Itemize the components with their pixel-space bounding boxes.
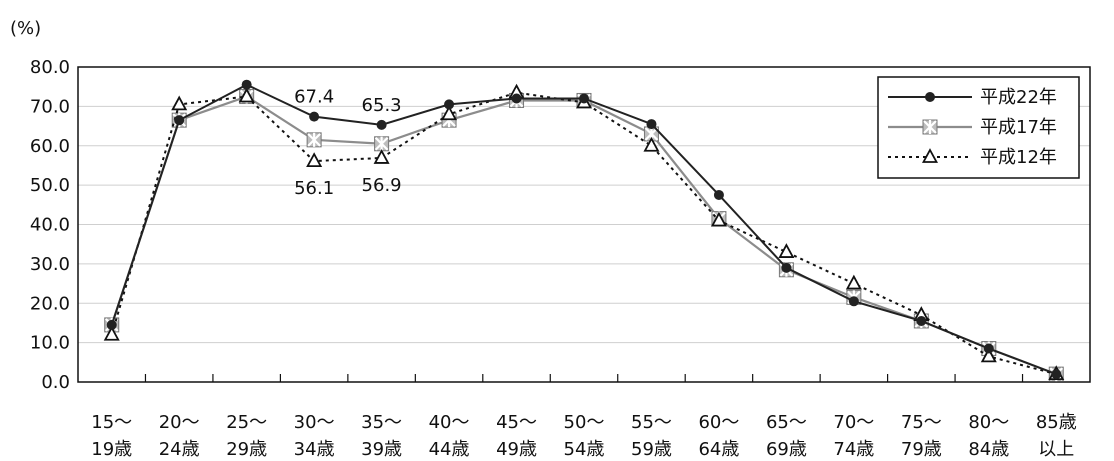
x-tick-label: 44歳 — [429, 439, 470, 460]
point-marker — [925, 92, 935, 102]
data-label: 56.1 — [294, 178, 334, 199]
point-marker — [241, 79, 252, 90]
x-tick-label: 39歳 — [361, 439, 402, 460]
data-label: 56.9 — [362, 175, 402, 196]
point-marker — [238, 87, 255, 103]
point-marker — [171, 95, 188, 111]
point-marker — [922, 119, 938, 135]
marker-cross — [374, 136, 389, 151]
x-tick-label: 30～ — [294, 412, 335, 433]
x-axis-ticks: 15～ 19歳 20～ 24歳 25～ 29歳 30～ 34歳 35～ 39歳 40～ 44歳 45～ 4… — [91, 374, 1077, 460]
data-label: 65.3 — [362, 95, 402, 116]
x-tick-label: 35～ — [361, 412, 402, 433]
x-tick-label: 50～ — [564, 412, 605, 433]
y-tick-label: 80.0 — [30, 57, 70, 78]
unit-label: (%) — [10, 18, 41, 39]
y-tick-label: 60.0 — [30, 136, 70, 157]
x-tick-label: 59歳 — [631, 439, 672, 460]
y-tick-label: 70.0 — [30, 96, 70, 117]
x-tick-label: 以上 — [1038, 439, 1074, 460]
x-tick-label: 85歳 — [1036, 412, 1077, 433]
point-marker — [643, 136, 660, 152]
x-tick-label: 24歳 — [159, 439, 200, 460]
x-tick-label: 54歳 — [564, 439, 605, 460]
grid — [78, 105, 1090, 344]
x-tick-label: 80～ — [968, 412, 1009, 433]
x-tick-label: 69歳 — [766, 439, 807, 460]
y-tick-label: 30.0 — [30, 254, 70, 275]
point-marker — [710, 211, 727, 227]
x-tick-label: 45～ — [496, 412, 537, 433]
point-marker — [511, 93, 522, 104]
x-tick-label: 74歳 — [833, 439, 874, 460]
series-0 — [106, 79, 1062, 380]
point-marker — [1051, 369, 1062, 380]
annotations: 67.4 65.3 56.1 56.9 — [294, 87, 402, 199]
legend-label: 平成17年 — [980, 117, 1057, 138]
y-tick-label: 0.0 — [41, 372, 70, 393]
y-axis-ticks: 0.0 10.0 20.0 30.0 40.0 50.0 60.0 70.0 80.0 — [30, 57, 70, 393]
point-marker — [306, 152, 323, 168]
plot-frame — [77, 66, 1091, 383]
point-marker — [374, 136, 390, 152]
point-marker — [103, 325, 120, 341]
point-marker — [778, 243, 795, 258]
point-marker — [579, 93, 589, 104]
y-tick-label: 50.0 — [30, 175, 70, 196]
point-marker — [306, 132, 322, 148]
point-marker — [646, 119, 657, 130]
point-marker — [916, 315, 927, 326]
point-marker — [441, 105, 458, 121]
point-marker — [980, 347, 997, 363]
x-tick-label: 79歳 — [901, 439, 942, 460]
marker-cross — [923, 120, 937, 134]
point-marker — [373, 149, 390, 164]
x-tick-label: 55～ — [631, 412, 672, 433]
point-marker — [713, 189, 724, 200]
x-tick-label: 49歳 — [496, 439, 537, 460]
x-tick-label: 40～ — [429, 412, 470, 433]
y-tick-label: 10.0 — [30, 333, 70, 354]
series-group — [103, 79, 1065, 382]
point-marker — [309, 111, 320, 122]
marker-cross — [307, 132, 321, 147]
point-marker — [845, 274, 862, 290]
point-marker — [921, 148, 939, 163]
legend-label: 平成12年 — [980, 147, 1057, 168]
x-tick-label: 25～ — [226, 412, 267, 433]
point-marker — [376, 119, 387, 130]
point-marker — [983, 343, 994, 354]
x-tick-label: 19歳 — [91, 439, 132, 460]
data-label: 67.4 — [294, 87, 334, 108]
x-tick-label: 15～ — [91, 412, 132, 433]
x-tick-label: 20～ — [159, 412, 200, 433]
x-tick-label: 64歳 — [698, 439, 739, 460]
x-tick-label: 70～ — [833, 412, 874, 433]
point-marker — [781, 262, 792, 273]
y-tick-label: 20.0 — [30, 293, 70, 314]
x-tick-label: 29歳 — [226, 439, 267, 460]
x-tick-label: 65～ — [766, 412, 807, 433]
y-tick-label: 40.0 — [30, 215, 70, 236]
point-marker — [848, 296, 859, 307]
point-marker — [174, 115, 185, 126]
point-marker — [106, 319, 117, 330]
legend-label: 平成22年 — [980, 87, 1057, 108]
point-marker — [444, 99, 455, 110]
x-tick-label: 84歳 — [968, 439, 1009, 460]
x-tick-label: 75～ — [901, 412, 942, 433]
x-tick-label: 34歳 — [294, 439, 335, 460]
x-tick-label: 60～ — [698, 412, 739, 433]
